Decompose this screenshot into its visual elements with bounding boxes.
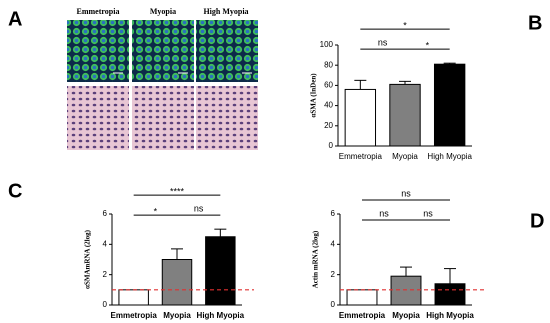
bar (346, 289, 378, 306)
fluorescence-image (196, 20, 258, 82)
y-tick-label: 80 (324, 60, 333, 69)
y-tick-label: 0 (329, 141, 334, 150)
y-tick-label: 6 (103, 209, 108, 218)
y-tick-label: 20 (324, 121, 333, 130)
y-tick-label: 0 (103, 300, 108, 309)
x-tick-label: High Myopia (197, 311, 245, 320)
bar (390, 275, 422, 306)
panel-label: B (528, 12, 542, 34)
significance-label: ns (378, 38, 388, 48)
x-tick-label: High Myopia (427, 152, 472, 161)
image-column-label: Myopia (150, 7, 176, 16)
bar (389, 83, 421, 147)
panel-label: A (8, 8, 22, 30)
y-tick-label: 2 (103, 270, 108, 279)
x-tick-label: Myopia (163, 311, 191, 320)
histology-image (67, 86, 129, 150)
significance-label: * (403, 21, 407, 31)
image-column-label: Emmetropia (77, 7, 120, 16)
significance-label: ns (423, 208, 433, 218)
y-axis-label: αSMA (InDen) (310, 73, 318, 118)
y-tick-label: 60 (324, 81, 333, 90)
panel-label: C (8, 180, 22, 202)
y-tick-label: 2 (331, 270, 336, 279)
x-tick-label: Emmetropia (339, 152, 383, 161)
bar (118, 289, 149, 306)
x-tick-label: Emmetropia (339, 311, 386, 320)
y-tick-label: 40 (324, 101, 333, 110)
y-tick-label: 4 (331, 239, 336, 248)
panel-label: D (530, 210, 544, 232)
x-tick-label: Myopia (392, 311, 420, 320)
y-axis-label: αSMAmRNA (2log) (84, 229, 92, 289)
x-tick-label: Emmetropia (111, 311, 158, 320)
significance-label: * (426, 41, 430, 51)
y-tick-label: 4 (103, 239, 108, 248)
significance-label: ns (401, 188, 411, 198)
bar (434, 283, 466, 306)
x-tick-label: Myopia (392, 152, 418, 161)
histology-image (196, 86, 258, 150)
bar (205, 236, 236, 306)
image-column-label: High Myopia (203, 7, 248, 16)
significance-label: **** (170, 187, 185, 197)
y-axis-label: Actin mRNA (2log) (312, 230, 320, 288)
bar (433, 63, 466, 147)
bar (161, 259, 193, 306)
fluorescence-image (67, 20, 129, 82)
significance-label: ns (379, 208, 389, 218)
y-tick-label: 100 (320, 40, 334, 49)
significance-label: ns (194, 204, 204, 214)
y-tick-label: 0 (331, 300, 336, 309)
significance-label: * (154, 207, 158, 217)
y-tick-label: 6 (331, 209, 336, 218)
x-tick-label: High Myopia (426, 311, 474, 320)
bar (344, 88, 377, 147)
fluorescence-image (132, 20, 194, 82)
histology-image (132, 86, 194, 150)
